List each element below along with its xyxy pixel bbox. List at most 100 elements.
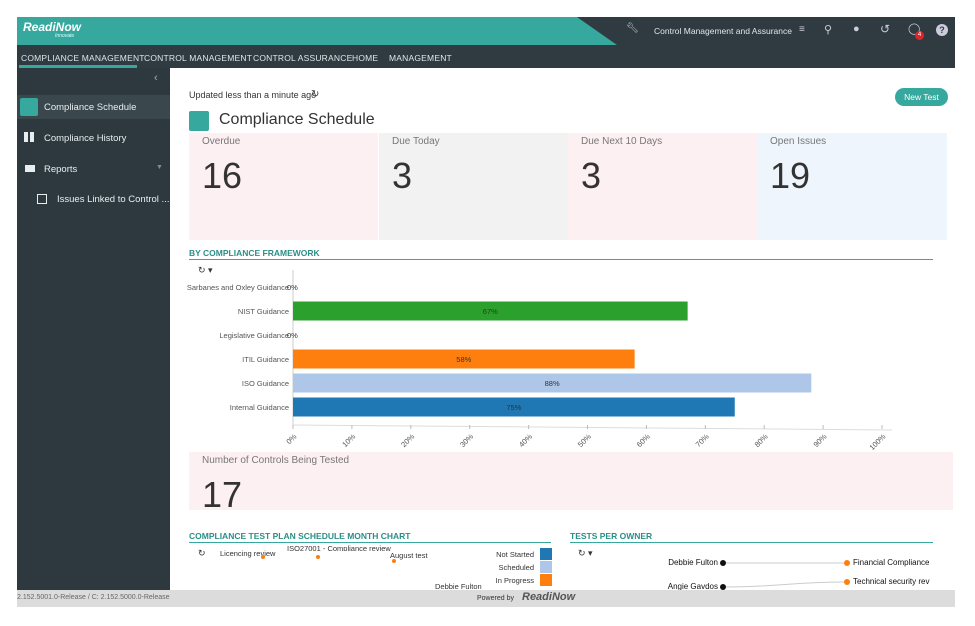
page-title: Compliance Schedule (219, 111, 375, 128)
test-label: Technical security rev (853, 577, 930, 586)
card-value: 3 (392, 155, 413, 196)
card-label: Overdue (202, 136, 241, 147)
logo[interactable]: ReadiNow (23, 20, 82, 34)
updated-text: Updated less than a minute ago (189, 90, 317, 100)
refresh-icon[interactable]: ↻ (311, 89, 320, 100)
axis-line (292, 424, 893, 431)
section-title: TESTS PER OWNER (570, 531, 653, 541)
history-icon[interactable]: ↺ (880, 22, 891, 36)
summary-card[interactable]: Due Today 3 (379, 133, 568, 240)
category-label: Sarbanes and Oxley Guidance (187, 283, 289, 292)
schedule-item: ISO27001 - Compliance review (287, 544, 391, 551)
folder-icon (25, 165, 35, 172)
section-rule (189, 259, 933, 260)
bar (293, 373, 812, 393)
x-tick-label: 60% (635, 432, 652, 449)
nav-item[interactable]: CONTROL MANAGEMENT (144, 53, 253, 63)
expand-caret: ▼ (156, 164, 163, 171)
card-value: 16 (202, 155, 243, 196)
sidebar-item[interactable]: Compliance Schedule (44, 102, 137, 113)
logo-sub: Innovate (55, 33, 75, 39)
new-test-button[interactable]: New Test (895, 88, 948, 106)
owner-link (722, 581, 848, 588)
nav-item[interactable]: MANAGEMENT (389, 53, 452, 63)
x-tick-label: 0% (284, 432, 298, 446)
user-icon[interactable]: ● (853, 23, 860, 35)
grid-icon (20, 98, 38, 116)
sidebar-item[interactable]: Issues Linked to Control ... (57, 194, 170, 205)
summary-card[interactable]: Open Issues 19 (757, 133, 947, 240)
owner-node (720, 560, 726, 566)
x-tick-label: 90% (812, 432, 829, 449)
sidebar-item[interactable]: Reports (44, 164, 78, 175)
summary-card[interactable]: Due Next 10 Days 3 (568, 133, 757, 240)
card-value: 17 (202, 474, 243, 515)
card-label: Number of Controls Being Tested (202, 455, 350, 466)
value-label: 58% (456, 355, 471, 364)
value-label: 75% (506, 403, 521, 412)
header: ReadiNow Innovate 🔧︎ Control Management … (17, 17, 955, 45)
schedule-point (392, 559, 396, 563)
notification-count: 4 (915, 31, 924, 40)
category-label: ISO Guidance (242, 379, 289, 388)
schedule-item: August test (390, 551, 428, 560)
value-label: 0% (287, 331, 298, 340)
bar-chart: 0% 10% 20% 30% 40% 50% 60% 70% 80% 90% 100% Sarbane… (187, 270, 893, 450)
x-tick-label: 20% (399, 432, 416, 449)
app-name[interactable]: Control Management and Assurance (654, 26, 792, 36)
footer: 2.152.5001.0-Release / C: 2.152.5000.0-R… (17, 590, 955, 607)
nav-item[interactable]: HOME (352, 53, 379, 63)
owner-label: Angie Gavdos (667, 582, 718, 591)
sidebar-item[interactable]: Compliance History (44, 133, 127, 144)
chart-menu[interactable]: ↻ ▾ (198, 265, 213, 275)
section-rule (189, 542, 551, 543)
x-tick-label: 40% (517, 432, 534, 449)
legend-swatch (540, 574, 552, 586)
menu-icon[interactable]: ≡ (799, 24, 805, 35)
bar (293, 397, 735, 417)
card-label: Due Today (392, 136, 440, 147)
version: 2.152.5001.0-Release / C: 2.152.5000.0-R… (17, 594, 170, 601)
controls-card[interactable]: Number of Controls Being Tested 17 (189, 452, 953, 515)
nav-active-underline (19, 65, 137, 68)
nav-item[interactable]: COMPLIANCE MANAGEMENT (21, 53, 145, 63)
chart-menu[interactable]: ↻ (198, 548, 206, 558)
footer-brand: ReadiNow (522, 591, 576, 603)
page-icon (189, 111, 209, 131)
owner-label: Debbie Fulton (668, 558, 718, 567)
category-label: Internal Guidance (230, 403, 289, 412)
test-label: Financial Compliance (853, 558, 930, 567)
collapse-button[interactable]: ‹ (154, 72, 158, 84)
search-icon[interactable]: ⚲ (824, 24, 833, 36)
x-tick-label: 70% (694, 432, 711, 449)
help-icon[interactable]: ? (936, 24, 948, 36)
tool-icon[interactable]: 🔧︎ (626, 23, 639, 34)
powered-by: Powered by (477, 595, 514, 602)
report-icon (37, 194, 47, 204)
chart-menu[interactable]: ↻ ▾ (578, 548, 593, 558)
bar (293, 301, 688, 321)
legend-swatch (540, 548, 552, 560)
category-label: ITIL Guidance (242, 355, 289, 364)
card-value: 19 (770, 155, 811, 196)
nav-bar: COMPLIANCE MANAGEMENT CONTROL MANAGEMENT… (17, 45, 955, 68)
schedule-point (316, 555, 320, 559)
schedule-point (261, 555, 265, 559)
section-rule (570, 542, 933, 543)
sidebar: ‹ Compliance Schedule Compliance History… (17, 68, 170, 590)
schedule-item: Licencing review (220, 549, 276, 558)
summary-card[interactable]: Overdue 16 (189, 133, 378, 240)
legend-label: Scheduled (498, 563, 534, 572)
nav-item[interactable]: CONTROL ASSURANCE (253, 53, 353, 63)
value-label: 67% (483, 307, 498, 316)
x-tick-label: 100% (867, 432, 887, 450)
owner-links (720, 560, 850, 590)
value-label: 88% (545, 379, 560, 388)
legend: Not Started Scheduled In Progress (440, 548, 552, 590)
category-label: NIST Guidance (238, 307, 289, 316)
test-node (844, 560, 850, 566)
x-tick-label: 30% (458, 432, 475, 449)
x-tick-label: 80% (753, 432, 770, 449)
section-title: COMPLIANCE TEST PLAN SCHEDULE MONTH CHAR… (189, 531, 411, 541)
